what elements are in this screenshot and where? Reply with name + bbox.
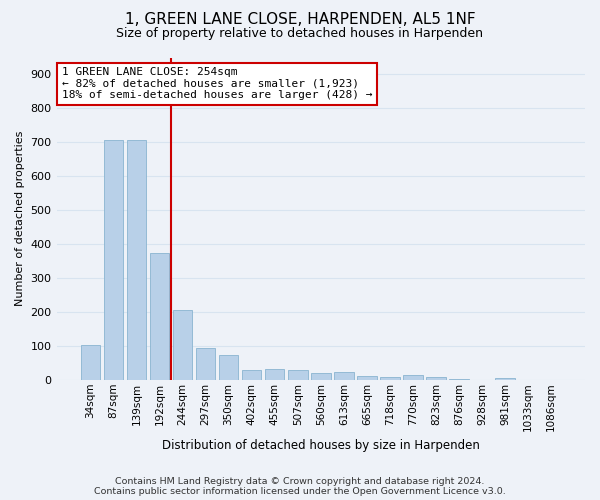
Bar bbox=[403, 376, 423, 380]
Bar bbox=[357, 376, 377, 380]
Bar bbox=[196, 348, 215, 380]
Bar bbox=[288, 370, 308, 380]
Bar bbox=[104, 140, 123, 380]
Bar bbox=[334, 372, 353, 380]
Bar bbox=[426, 376, 446, 380]
Bar bbox=[149, 252, 169, 380]
Text: 1, GREEN LANE CLOSE, HARPENDEN, AL5 1NF: 1, GREEN LANE CLOSE, HARPENDEN, AL5 1NF bbox=[125, 12, 475, 28]
Bar bbox=[265, 369, 284, 380]
Bar bbox=[219, 355, 238, 380]
Bar bbox=[127, 140, 146, 380]
Bar bbox=[242, 370, 262, 380]
Bar bbox=[496, 378, 515, 380]
Bar bbox=[173, 310, 193, 380]
Bar bbox=[311, 372, 331, 380]
Text: Contains HM Land Registry data © Crown copyright and database right 2024.
Contai: Contains HM Land Registry data © Crown c… bbox=[94, 476, 506, 496]
Y-axis label: Number of detached properties: Number of detached properties bbox=[15, 131, 25, 306]
Bar bbox=[80, 345, 100, 380]
Bar bbox=[380, 378, 400, 380]
X-axis label: Distribution of detached houses by size in Harpenden: Distribution of detached houses by size … bbox=[162, 440, 480, 452]
Text: Size of property relative to detached houses in Harpenden: Size of property relative to detached ho… bbox=[116, 28, 484, 40]
Text: 1 GREEN LANE CLOSE: 254sqm
← 82% of detached houses are smaller (1,923)
18% of s: 1 GREEN LANE CLOSE: 254sqm ← 82% of deta… bbox=[62, 67, 373, 100]
